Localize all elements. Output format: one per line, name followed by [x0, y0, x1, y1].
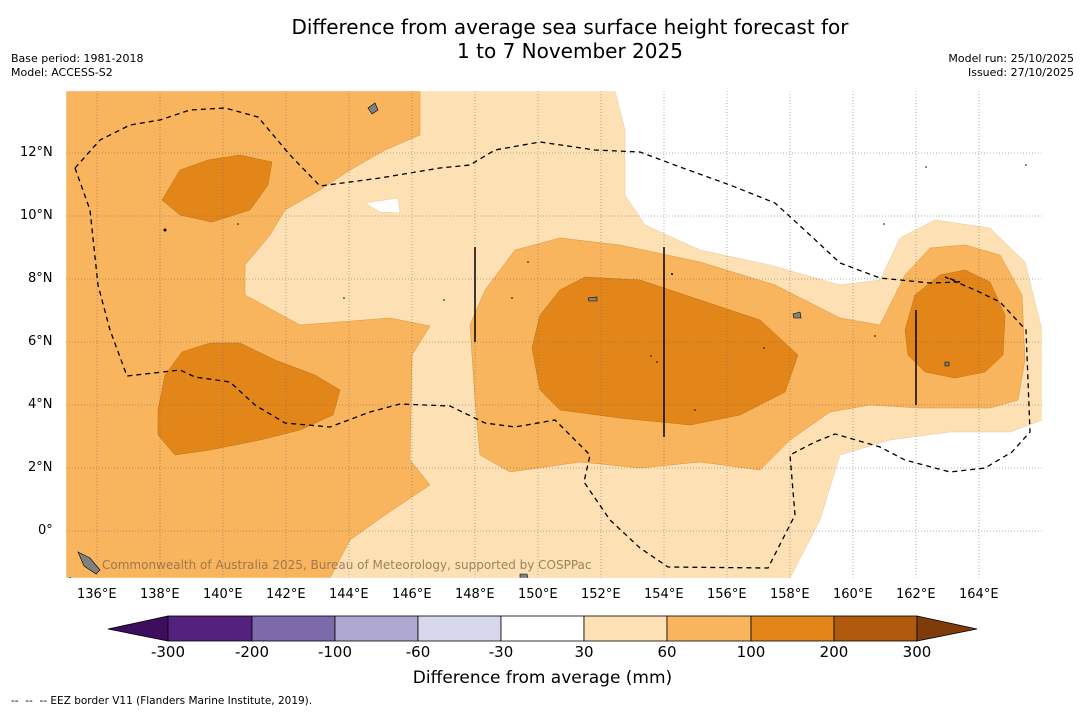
island-yap — [367, 102, 379, 115]
lon-label: 144°E — [329, 587, 369, 602]
lon-label: 150°E — [518, 587, 558, 602]
lon-label: 140°E — [203, 587, 243, 602]
lon-label: 154°E — [644, 587, 684, 602]
map-frame — [65, 90, 1043, 579]
lat-label: 10°N — [20, 208, 53, 223]
colorbar-tick-label: -300 — [150, 643, 186, 661]
chart-title-line2: 1 to 7 November 2025 — [457, 39, 683, 63]
island-south — [77, 551, 101, 575]
model-run-label: Model run: 25/10/2025 — [948, 52, 1074, 65]
islands — [77, 102, 950, 578]
colorbar-tick-label: 200 — [819, 643, 849, 661]
contour-100-200-d — [904, 269, 1006, 379]
island-pohnpei — [792, 311, 802, 319]
colorbar-tick-label: 300 — [902, 643, 932, 661]
colorbar-tick-label: 30 — [574, 643, 594, 661]
model-label: Model: ACCESS-S2 — [11, 66, 113, 79]
lon-label: 160°E — [833, 587, 873, 602]
solid-boundary-lines — [474, 247, 917, 437]
island-small-2 — [944, 361, 950, 367]
issued-label: Issued: 27/10/2025 — [967, 66, 1074, 79]
island-small-3 — [519, 573, 529, 578]
copyright-text: Commonwealth of Australia 2025, Bureau o… — [102, 558, 592, 572]
atoll-dots — [69, 164, 1027, 578]
colorbar-tick-label: 100 — [736, 643, 766, 661]
lon-label: 152°E — [581, 587, 621, 602]
colorbar-tick-label: 60 — [657, 643, 677, 661]
colorbar-tick-label: -100 — [317, 643, 353, 661]
lon-label: 148°E — [455, 587, 495, 602]
lon-label: 138°E — [140, 587, 180, 602]
lat-label: 8°N — [28, 271, 53, 286]
lat-label: 12°N — [20, 145, 53, 160]
base-period-label: Base period: 1981-2018 — [11, 52, 144, 65]
lon-label: 136°E — [77, 587, 117, 602]
colorbar-title: Difference from average (mm) — [412, 668, 673, 688]
contour-100-200-c — [531, 276, 799, 426]
colorbar-tick-label: -60 — [405, 643, 431, 661]
lon-label: 142°E — [266, 587, 306, 602]
contour-100-200-a — [161, 154, 273, 223]
lon-label: 146°E — [392, 587, 432, 602]
colorbar-tick-label: -30 — [488, 643, 514, 661]
lat-label: 6°N — [28, 334, 53, 349]
contour-white-patch — [364, 197, 401, 214]
contour-60-100-west — [66, 91, 431, 578]
lon-label: 162°E — [896, 587, 936, 602]
lat-label: 0° — [38, 523, 53, 538]
lon-label: 158°E — [770, 587, 810, 602]
lon-label: 156°E — [707, 587, 747, 602]
chart-title-line1: Difference from average sea surface heig… — [291, 15, 849, 39]
eez-footnote: -- -- -- EEZ border V11 (Flanders Marine… — [11, 695, 313, 707]
colorbar-tick-label: -200 — [234, 643, 270, 661]
lat-label: 4°N — [28, 397, 53, 412]
lat-label: 2°N — [28, 460, 53, 475]
eez-borders — [74, 107, 1031, 569]
lon-label: 164°E — [959, 587, 999, 602]
island-small-1 — [587, 296, 598, 302]
